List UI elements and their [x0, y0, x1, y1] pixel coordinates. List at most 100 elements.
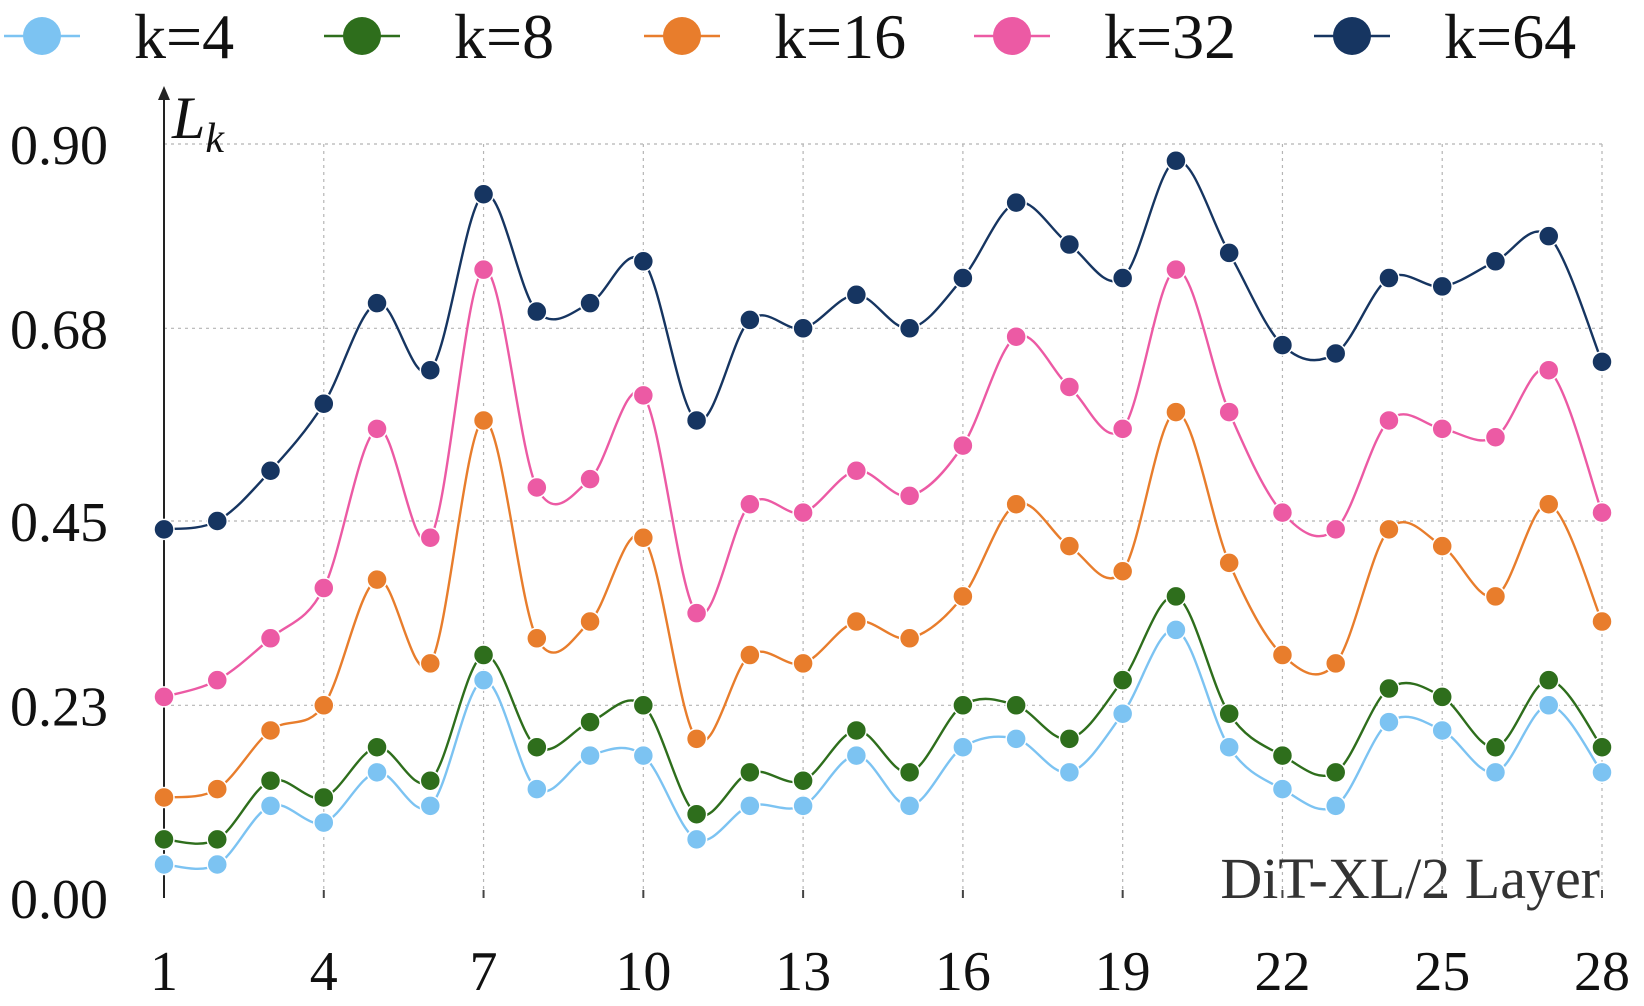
legend-item-k=16: k=16 — [644, 1, 906, 72]
x-tick-label: 1 — [150, 941, 178, 1003]
data-point — [1537, 669, 1560, 691]
data-point — [685, 828, 708, 851]
data-point — [792, 795, 814, 817]
data-point — [1111, 418, 1134, 440]
data-point — [1484, 250, 1507, 273]
data-point — [1005, 325, 1027, 348]
y-axis-label-subscript: k — [205, 116, 225, 162]
data-point — [1484, 736, 1507, 758]
data-point — [366, 761, 388, 784]
data-point — [153, 686, 175, 708]
data-point — [579, 468, 601, 490]
data-point — [313, 811, 335, 834]
data-point — [472, 258, 495, 281]
data-point — [579, 292, 601, 314]
data-point — [1271, 334, 1294, 356]
data-point — [313, 694, 335, 717]
data-point — [366, 418, 388, 440]
y-tick-label: 0.90 — [10, 115, 108, 177]
data-point — [419, 652, 442, 675]
data-point — [1165, 619, 1187, 641]
data-point — [153, 518, 175, 541]
data-point — [1537, 225, 1560, 247]
data-point — [685, 728, 708, 750]
data-point — [579, 711, 601, 733]
legend-label: k=8 — [454, 1, 554, 72]
data-point — [259, 719, 282, 742]
legend-marker — [663, 17, 701, 55]
data-point — [526, 778, 548, 800]
legend-marker — [1333, 17, 1371, 55]
data-point — [952, 585, 974, 608]
data-point — [419, 795, 442, 817]
y-tick-label: 0.23 — [10, 676, 108, 738]
data-point — [952, 267, 974, 289]
data-point — [313, 392, 335, 415]
data-point — [526, 627, 548, 650]
series-line — [163, 268, 1604, 699]
data-point — [206, 669, 229, 691]
data-point — [1005, 728, 1027, 750]
series-k=32 — [153, 258, 1613, 708]
legend-marker — [993, 17, 1031, 55]
data-point — [419, 527, 442, 549]
data-point — [1324, 652, 1347, 675]
data-point — [898, 761, 921, 784]
data-point — [1058, 376, 1081, 398]
x-tick-label: 16 — [935, 941, 991, 1003]
axes: 0.00 0.23 0.45 0.68 0.90 1 4 7 10 13 16 19 22 25 28 — [10, 86, 1630, 1003]
y-axis-label: Lk — [171, 85, 225, 162]
data-point — [792, 317, 814, 340]
data-point — [632, 744, 655, 767]
data-point — [1165, 258, 1187, 281]
y-tick-label: 0.68 — [10, 299, 108, 361]
series-k=16 — [153, 401, 1613, 809]
data-point — [526, 736, 548, 758]
data-point — [1058, 535, 1081, 557]
y-tick-label: 0.45 — [10, 492, 108, 554]
data-point — [206, 828, 229, 851]
data-point — [845, 459, 868, 482]
data-point — [472, 669, 495, 691]
data-point — [1165, 401, 1187, 423]
data-point — [366, 736, 388, 758]
data-point — [1324, 342, 1347, 365]
data-point — [1431, 719, 1453, 742]
data-point — [206, 510, 229, 532]
x-axis-label: DiT-XL/2 Layer — [1220, 846, 1600, 911]
data-point — [153, 828, 175, 851]
data-point — [1165, 585, 1187, 608]
data-point — [472, 183, 495, 206]
data-point — [952, 694, 974, 717]
data-point — [153, 786, 175, 809]
data-point — [472, 409, 495, 432]
data-point — [739, 309, 761, 331]
data-point — [1378, 409, 1400, 432]
data-point — [206, 853, 229, 876]
data-point — [1271, 644, 1294, 666]
data-point — [206, 778, 229, 800]
series-lines — [153, 150, 1613, 876]
legend-label: k=64 — [1444, 1, 1576, 72]
x-tick-label: 13 — [775, 941, 831, 1003]
data-point — [632, 250, 655, 273]
data-point — [845, 744, 868, 767]
data-point — [739, 761, 761, 784]
data-point — [1591, 761, 1613, 784]
data-point — [1378, 677, 1400, 700]
data-point — [1537, 694, 1560, 717]
y-axis-label-main: L — [171, 85, 205, 151]
data-point — [1484, 426, 1507, 448]
legend-label: k=4 — [134, 1, 234, 72]
series-line — [163, 595, 1603, 845]
data-point — [472, 644, 495, 666]
data-point — [792, 501, 814, 524]
data-point — [1271, 778, 1294, 800]
data-point — [632, 527, 655, 549]
data-point — [1378, 711, 1400, 733]
data-point — [1537, 493, 1560, 515]
data-point — [1058, 233, 1081, 256]
data-point — [1324, 761, 1347, 784]
data-point — [1005, 191, 1027, 214]
data-point — [1271, 501, 1294, 524]
